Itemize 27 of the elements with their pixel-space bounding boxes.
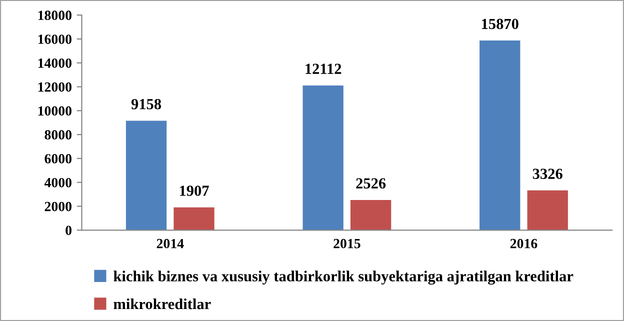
y-tick-label: 6000 bbox=[44, 154, 72, 164]
y-tick-label: 18000 bbox=[38, 10, 72, 20]
data-label: 15870 bbox=[482, 18, 518, 30]
y-tick-label: 16000 bbox=[38, 34, 72, 44]
data-label: 12112 bbox=[306, 64, 342, 74]
y-tick-label: 10000 bbox=[38, 106, 72, 116]
x-tick-label: 2014 bbox=[156, 238, 184, 248]
data-label: 2526 bbox=[356, 178, 386, 189]
bar bbox=[174, 207, 214, 230]
legend-label: kichik biznes va xususiy tadbirkorlik subyektariga ajratilgan kreditlar bbox=[114, 270, 574, 285]
bar bbox=[527, 190, 568, 230]
y-tick-label: 8000 bbox=[44, 130, 72, 140]
bar bbox=[126, 120, 167, 230]
legend-label: mikrokreditlar bbox=[114, 298, 211, 310]
y-tick-label: 0 bbox=[66, 226, 72, 236]
bar bbox=[350, 200, 392, 230]
y-tick-label: 2000 bbox=[44, 202, 72, 212]
bar bbox=[480, 40, 520, 230]
bar bbox=[302, 85, 344, 230]
y-tick-label: 14000 bbox=[38, 58, 72, 68]
y-tick-label: 12000 bbox=[38, 82, 72, 92]
data-label: 9158 bbox=[131, 98, 162, 110]
y-tick-label: 4000 bbox=[44, 178, 72, 188]
data-label: 1907 bbox=[180, 186, 209, 196]
x-tick-label: 2015 bbox=[334, 238, 360, 248]
x-tick-label: 2016 bbox=[510, 238, 538, 248]
data-label: 3326 bbox=[532, 168, 562, 179]
